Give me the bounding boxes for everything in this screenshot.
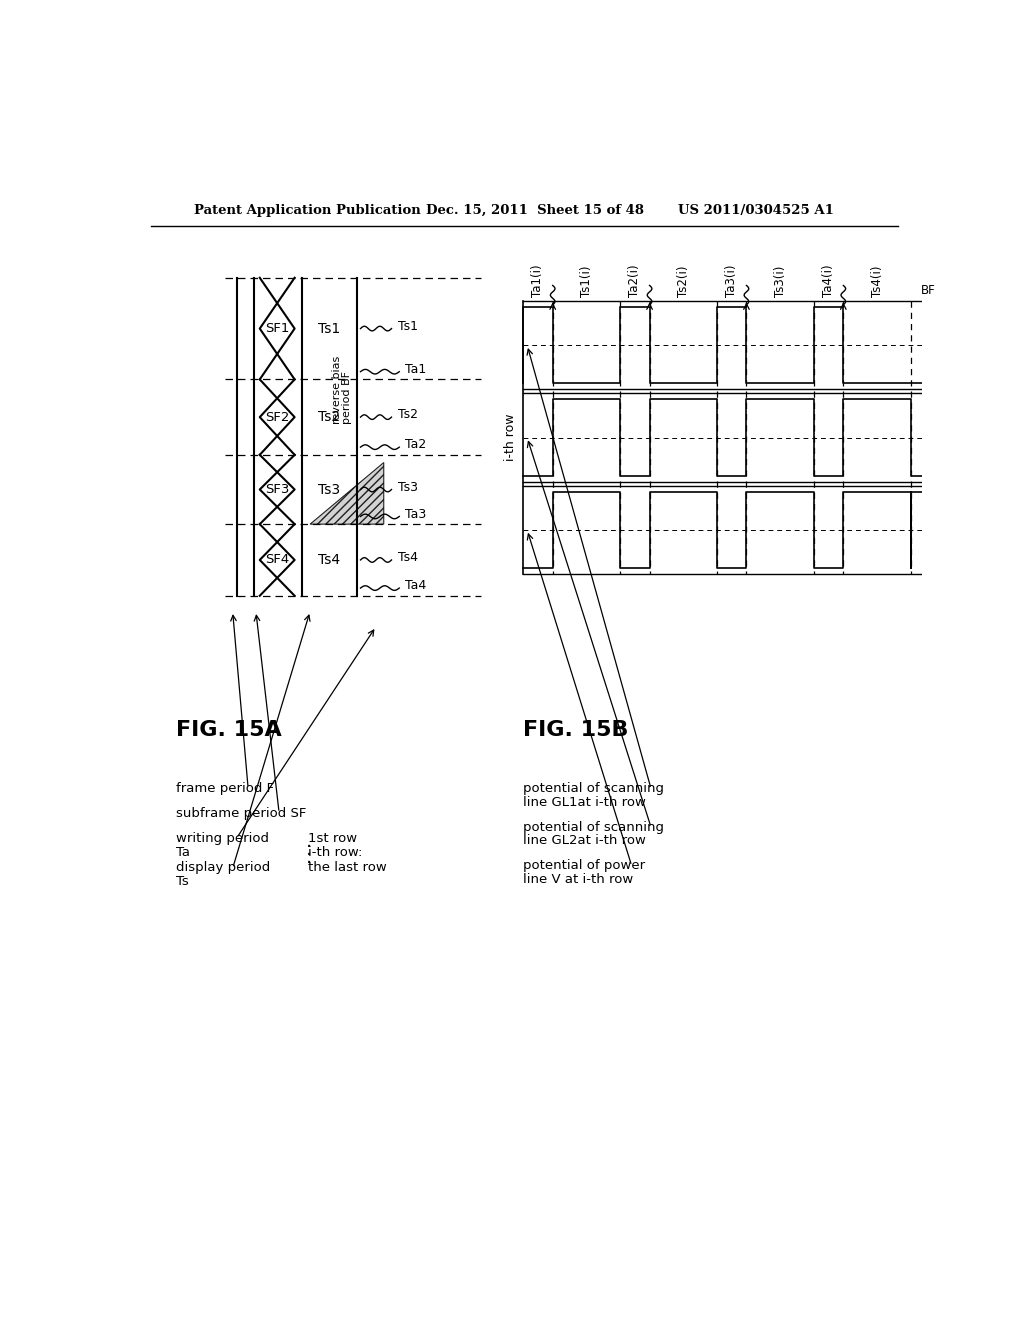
Text: display period: display period bbox=[176, 862, 270, 874]
Text: Dec. 15, 2011  Sheet 15 of 48: Dec. 15, 2011 Sheet 15 of 48 bbox=[426, 205, 644, 218]
Text: potential of scanning: potential of scanning bbox=[523, 821, 665, 834]
Text: ·: · bbox=[305, 838, 311, 857]
Text: Ta2(i): Ta2(i) bbox=[629, 264, 641, 297]
Text: SF1: SF1 bbox=[265, 322, 290, 335]
Text: SF2: SF2 bbox=[265, 411, 290, 424]
Text: potential of power: potential of power bbox=[523, 859, 645, 873]
Text: Ts1(i): Ts1(i) bbox=[580, 265, 593, 297]
Text: Ta2: Ta2 bbox=[406, 438, 427, 451]
Text: line GL2at i-th row: line GL2at i-th row bbox=[523, 834, 646, 847]
Text: reverse bias: reverse bias bbox=[332, 356, 342, 424]
Text: Ts4: Ts4 bbox=[397, 552, 418, 564]
Text: Ts2(i): Ts2(i) bbox=[677, 265, 690, 297]
Text: Ta: Ta bbox=[176, 846, 190, 859]
Text: Ta1(i): Ta1(i) bbox=[531, 264, 545, 297]
Text: US 2011/0304525 A1: US 2011/0304525 A1 bbox=[678, 205, 835, 218]
Text: ·: · bbox=[305, 846, 311, 865]
Text: line GL1at i-th row: line GL1at i-th row bbox=[523, 796, 646, 809]
Text: Ts3: Ts3 bbox=[397, 480, 418, 494]
Text: Ts1: Ts1 bbox=[318, 322, 341, 335]
Text: Ts3: Ts3 bbox=[318, 483, 341, 496]
Text: Ta1: Ta1 bbox=[406, 363, 427, 376]
Text: the last row: the last row bbox=[308, 862, 386, 874]
Text: Ts4: Ts4 bbox=[318, 553, 341, 568]
Polygon shape bbox=[310, 462, 384, 524]
Text: frame period F: frame period F bbox=[176, 781, 274, 795]
Text: ·: · bbox=[305, 854, 311, 873]
Text: Ts4(i): Ts4(i) bbox=[870, 265, 884, 297]
Text: Ts: Ts bbox=[176, 875, 188, 888]
Text: Ta4(i): Ta4(i) bbox=[822, 264, 836, 297]
Text: subframe period SF: subframe period SF bbox=[176, 807, 306, 820]
Text: potential of scanning: potential of scanning bbox=[523, 781, 665, 795]
Text: SF4: SF4 bbox=[265, 553, 290, 566]
Text: Ts2: Ts2 bbox=[397, 408, 418, 421]
Text: line V at i-th row: line V at i-th row bbox=[523, 873, 634, 886]
Text: 1st row: 1st row bbox=[308, 832, 357, 845]
Text: BF: BF bbox=[921, 284, 936, 297]
Text: Ta4: Ta4 bbox=[406, 579, 427, 593]
Text: i-th row:: i-th row: bbox=[308, 846, 362, 859]
Text: Ts3(i): Ts3(i) bbox=[774, 265, 786, 297]
Text: FIG. 15B: FIG. 15B bbox=[523, 721, 629, 741]
Text: Ta3: Ta3 bbox=[406, 508, 427, 520]
Text: i-th row: i-th row bbox=[504, 413, 517, 461]
Text: Ta3(i): Ta3(i) bbox=[725, 264, 738, 297]
Text: Patent Application Publication: Patent Application Publication bbox=[194, 205, 421, 218]
Text: Ts2: Ts2 bbox=[318, 411, 341, 424]
Text: period BF: period BF bbox=[342, 371, 351, 424]
Text: SF3: SF3 bbox=[265, 483, 290, 496]
Text: Ts1: Ts1 bbox=[397, 319, 418, 333]
Text: writing period: writing period bbox=[176, 832, 269, 845]
Text: FIG. 15A: FIG. 15A bbox=[176, 721, 282, 741]
